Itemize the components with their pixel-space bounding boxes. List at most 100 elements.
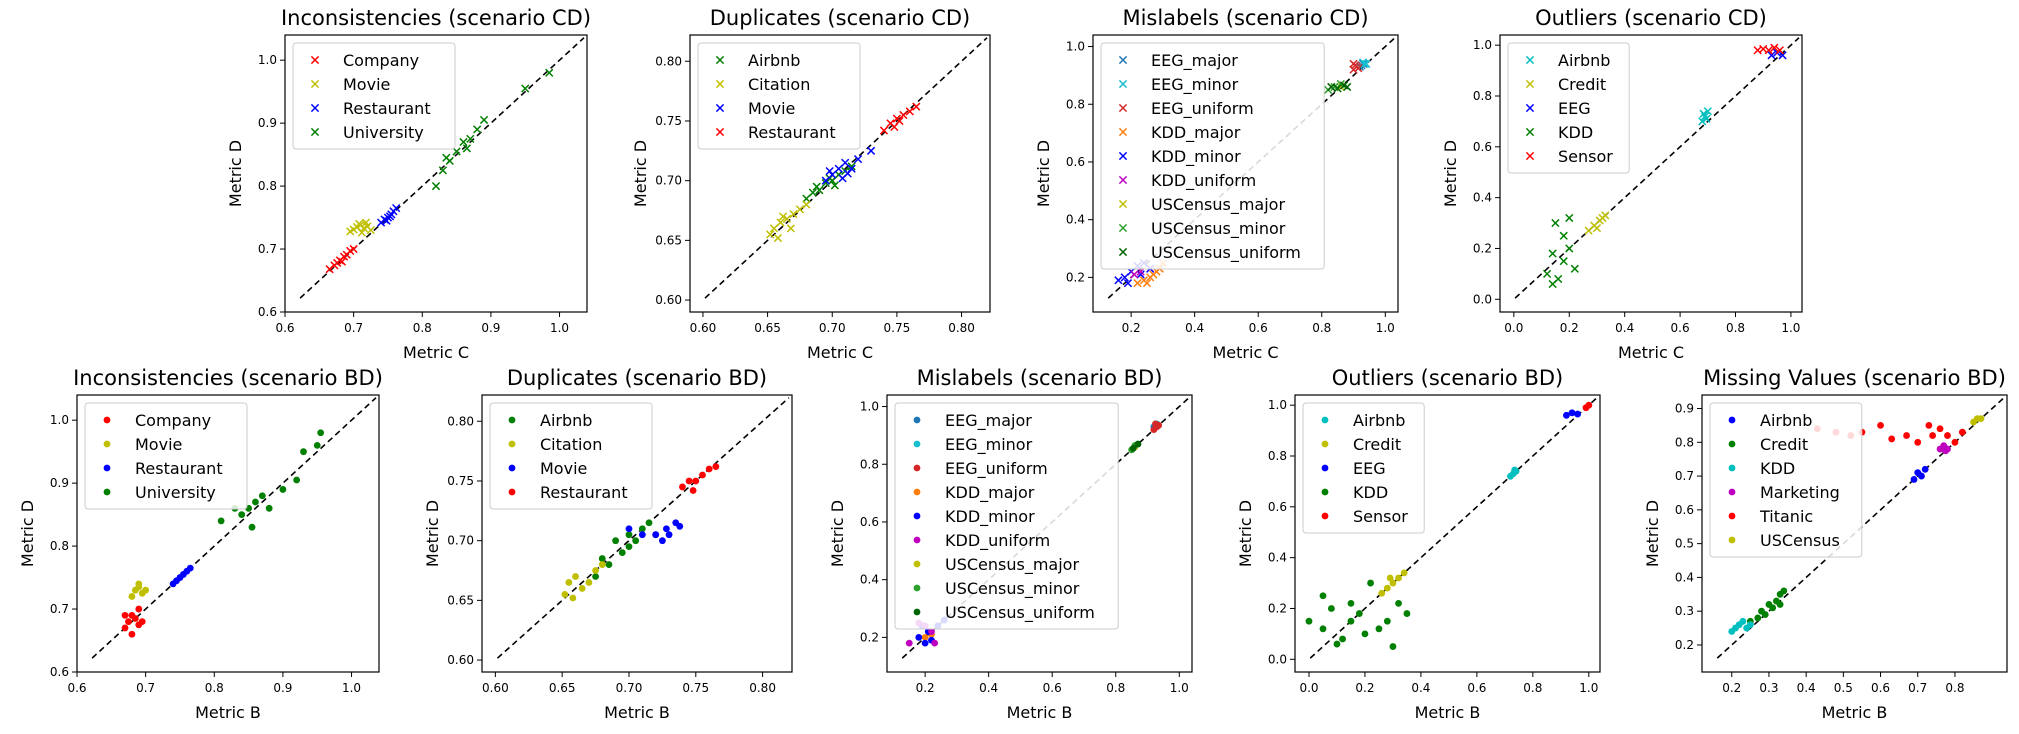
series-restaurant bbox=[169, 564, 194, 588]
data-point bbox=[1944, 432, 1951, 439]
legend-marker bbox=[1525, 127, 1535, 137]
legend-label: EEG_uniform bbox=[945, 459, 1048, 479]
legend-marker bbox=[913, 416, 921, 424]
data-point bbox=[1703, 107, 1712, 116]
data-point bbox=[186, 564, 194, 572]
y-tick-label: 0.4 bbox=[860, 573, 879, 587]
data-point bbox=[1361, 630, 1369, 638]
data-point bbox=[1565, 244, 1574, 253]
legend-marker bbox=[715, 103, 725, 113]
data-point bbox=[899, 110, 908, 120]
x-tick-label: 0.8 bbox=[1945, 681, 1964, 695]
legend-label: USCensus bbox=[1760, 531, 1840, 550]
y-tick-label: 0.2 bbox=[1066, 270, 1085, 284]
y-tick-label: 0.8 bbox=[1473, 89, 1492, 103]
chart-3: Mislabels (scenario CD) Metric C Metric D 0… bbox=[1034, 6, 1399, 362]
x-tick-label: 1.0 bbox=[342, 681, 361, 695]
data-point bbox=[786, 224, 795, 233]
legend-marker bbox=[310, 127, 320, 137]
series-uscensus bbox=[1970, 415, 1985, 426]
data-point bbox=[438, 166, 447, 175]
series-movie bbox=[346, 218, 375, 237]
y-tick-label: 0.70 bbox=[447, 534, 474, 548]
x-tick-label: 0.2 bbox=[1122, 321, 1141, 335]
data-point bbox=[1925, 422, 1933, 429]
legend-label: Marketing bbox=[1760, 483, 1840, 502]
legend-label: Movie bbox=[748, 99, 795, 118]
chart-9: Missing Values (scenario BD) Metric B Metr… bbox=[1643, 366, 2008, 722]
x-tick-label: 0.70 bbox=[819, 321, 846, 335]
legend-marker bbox=[103, 464, 111, 472]
legend-marker bbox=[1118, 103, 1128, 113]
data-point bbox=[1327, 605, 1335, 612]
series-airbnb bbox=[1910, 465, 1929, 483]
data-point bbox=[561, 590, 569, 598]
data-point bbox=[1383, 584, 1391, 592]
series-uscensus-uniform bbox=[1129, 440, 1142, 452]
legend-label: KDD bbox=[1558, 123, 1593, 142]
data-point bbox=[565, 579, 573, 586]
data-point bbox=[1565, 213, 1574, 223]
legend-box bbox=[894, 402, 1119, 630]
y-tick-label: 0.6 bbox=[1675, 503, 1694, 517]
legend-label: Restaurant bbox=[540, 483, 628, 502]
legend-label: EEG_minor bbox=[945, 435, 1033, 455]
y-tick-label: 0.60 bbox=[447, 653, 474, 667]
y-tick-label: 0.8 bbox=[1268, 449, 1287, 463]
y-tick-label: 0.4 bbox=[1675, 570, 1694, 584]
legend-label: EEG_major bbox=[1151, 51, 1238, 71]
data-point bbox=[1347, 599, 1355, 607]
data-point bbox=[217, 517, 225, 525]
y-axis-label: Metric D bbox=[423, 500, 442, 567]
x-axis-label: Metric B bbox=[604, 703, 670, 722]
chart-6: Duplicates (scenario BD) Metric B Metric D… bbox=[423, 366, 793, 722]
legend-label: Restaurant bbox=[748, 123, 836, 142]
series-movie bbox=[821, 146, 876, 185]
series-movie bbox=[625, 519, 684, 545]
legend-marker bbox=[913, 440, 921, 448]
data-point bbox=[248, 523, 256, 531]
x-axis-label: Metric C bbox=[1618, 343, 1684, 362]
y-tick-label: 0.6 bbox=[258, 305, 277, 319]
data-point bbox=[1551, 218, 1560, 228]
data-point bbox=[905, 107, 914, 116]
x-tick-label: 0.75 bbox=[884, 321, 911, 335]
data-point bbox=[1123, 279, 1133, 288]
data-point bbox=[679, 483, 686, 491]
legend-label: KDD bbox=[1353, 483, 1388, 502]
y-tick-label: 0.4 bbox=[1268, 551, 1287, 565]
chart-title: Mislabels (scenario CD) bbox=[1122, 6, 1368, 30]
data-point bbox=[598, 561, 606, 568]
y-tick-label: 0.2 bbox=[860, 630, 879, 644]
data-point bbox=[1395, 599, 1402, 607]
data-point bbox=[915, 633, 923, 641]
legend-label: University bbox=[135, 483, 216, 502]
x-axis-label: Metric B bbox=[1822, 703, 1888, 722]
data-point bbox=[1754, 614, 1762, 622]
y-tick-label: 0.6 bbox=[50, 665, 69, 679]
y-tick-label: 0.3 bbox=[1675, 604, 1694, 618]
data-point bbox=[1120, 273, 1129, 282]
data-point bbox=[712, 463, 720, 471]
legend-label: Airbnb bbox=[748, 51, 800, 70]
data-point bbox=[1702, 114, 1711, 123]
legend-marker bbox=[508, 440, 516, 448]
data-point bbox=[125, 618, 132, 626]
data-point bbox=[1936, 425, 1944, 433]
y-tick-label: 0.8 bbox=[50, 539, 69, 553]
legend-marker bbox=[715, 55, 725, 65]
series-restaurant bbox=[376, 203, 401, 227]
x-tick-label: 0.8 bbox=[205, 681, 224, 695]
y-tick-label: 1.0 bbox=[1268, 398, 1287, 412]
data-point bbox=[578, 585, 586, 592]
legend-marker bbox=[103, 488, 111, 496]
chart-1: Inconsistencies (scenario CD) Metric C Met… bbox=[226, 6, 591, 362]
data-point bbox=[135, 605, 143, 613]
x-tick-label: 0.6 bbox=[275, 321, 294, 335]
y-tick-label: 1.0 bbox=[860, 400, 879, 414]
y-axis-label: Metric D bbox=[1034, 140, 1053, 207]
legend-marker bbox=[1728, 512, 1736, 520]
legend-marker bbox=[1118, 247, 1128, 257]
x-tick-label: 0.4 bbox=[1185, 321, 1204, 335]
